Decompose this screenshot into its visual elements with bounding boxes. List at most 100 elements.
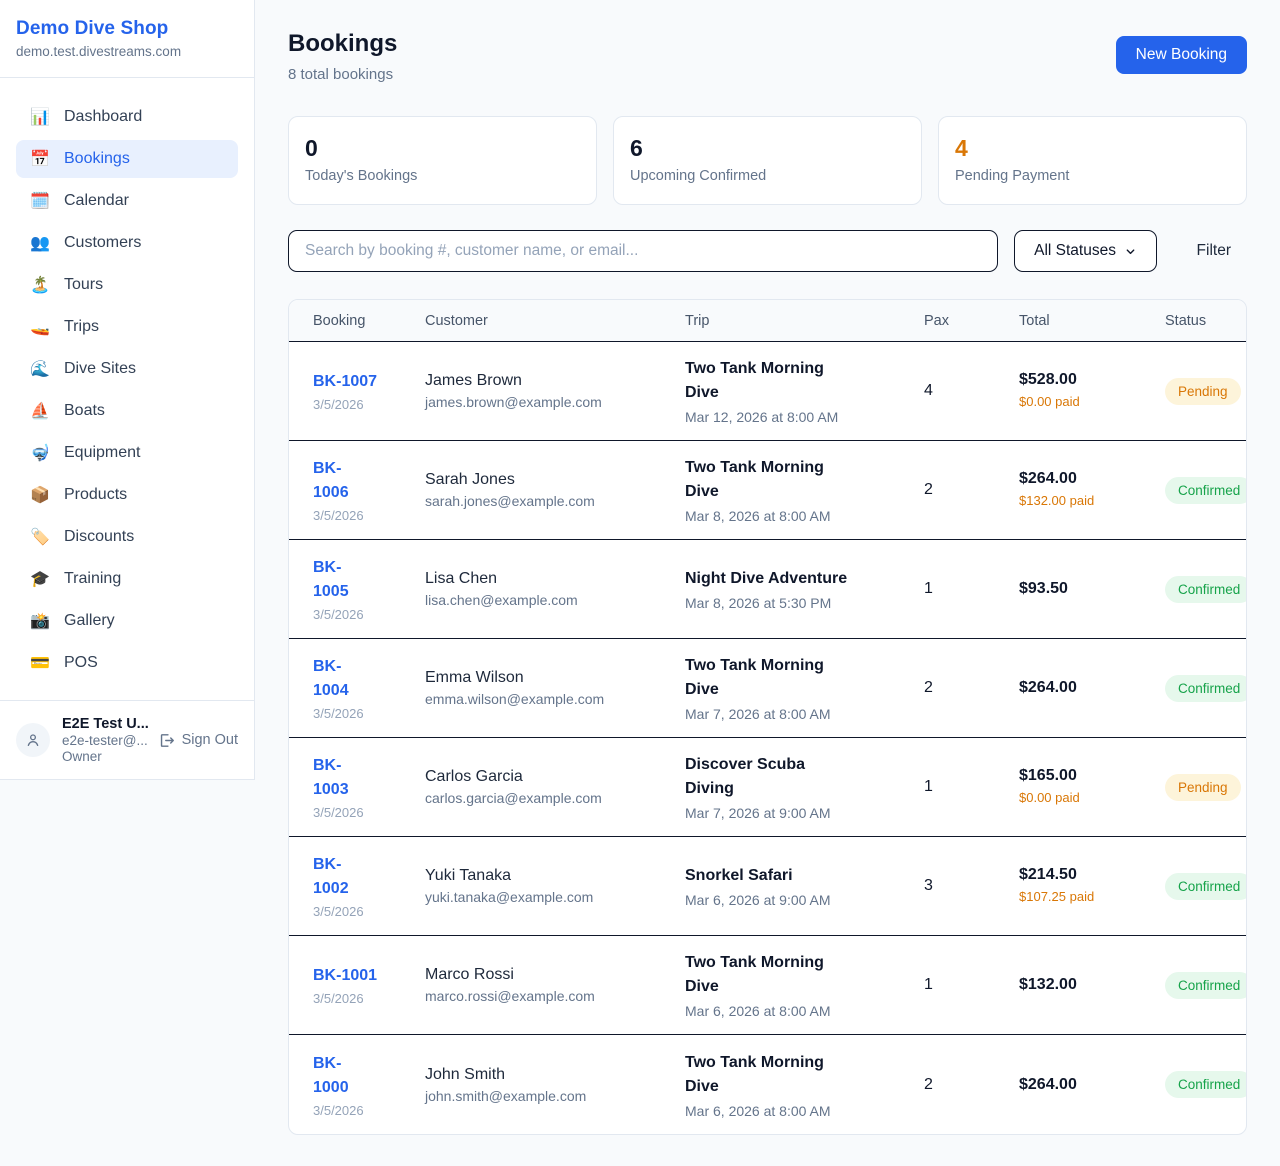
island-icon: 🏝️: [30, 277, 50, 294]
sign-out-button[interactable]: Sign Out: [158, 732, 238, 749]
customer-cell: James Brown james.brown@example.com: [425, 372, 661, 410]
total-amount: $93.50: [1019, 580, 1068, 597]
sidebar-item-label: Trips: [64, 318, 99, 335]
pax-value: 3: [924, 877, 933, 894]
avatar: [16, 723, 50, 757]
status-cell: Confirmed: [1165, 476, 1246, 504]
sidebar-item-discounts[interactable]: 🏷️ Discounts: [16, 518, 238, 556]
column-header-trip: Trip: [685, 312, 710, 329]
sailboat-icon: ⛵: [30, 403, 50, 420]
trip-cell: Two Tank Morning Dive Mar 8, 2026 at 8:0…: [685, 456, 900, 524]
customer-email: yuki.tanaka@example.com: [425, 889, 594, 905]
sidebar-item-equipment[interactable]: 🤿 Equipment: [16, 434, 238, 472]
customer-name: Emma Wilson: [425, 669, 524, 686]
sidebar-item-label: Training: [64, 570, 122, 587]
sidebar-item-training[interactable]: 🎓 Training: [16, 560, 238, 598]
sign-out-label: Sign Out: [181, 732, 238, 748]
customer-name: Lisa Chen: [425, 570, 498, 587]
new-booking-button[interactable]: New Booking: [1115, 36, 1247, 74]
trip-name: Two Tank Morning Dive: [685, 459, 824, 500]
sidebar-item-dive-sites[interactable]: 🌊 Dive Sites: [16, 350, 238, 388]
sidebar-item-gallery[interactable]: 📸 Gallery: [16, 602, 238, 640]
stat-card-todays-bookings: 0 Today's Bookings: [288, 116, 597, 205]
customer-email: sarah.jones@example.com: [425, 493, 595, 509]
customer-cell: Yuki Tanaka yuki.tanaka@example.com: [425, 867, 661, 905]
paid-amount: $107.25 paid: [1019, 888, 1095, 904]
sidebar-item-dashboard[interactable]: 📊 Dashboard: [16, 98, 238, 136]
booking-id-link[interactable]: BK-1002: [313, 856, 349, 897]
customer-email: lisa.chen@example.com: [425, 592, 578, 608]
dashboard-chart-icon: 📊: [30, 109, 50, 126]
status-select[interactable]: All Statuses: [1013, 230, 1157, 272]
main-content: Bookings 8 total bookings New Booking 0 …: [255, 0, 1280, 1166]
stat-card-pending-payment: 4 Pending Payment: [938, 116, 1247, 205]
trip-datetime: Mar 6, 2026 at 8:00 AM: [685, 1102, 831, 1119]
table-row: BK-1006 3/5/2026 Sarah Jones sarah.jones…: [289, 441, 1246, 540]
booking-cell: BK-1006 3/5/2026: [313, 457, 401, 523]
sidebar-item-bookings[interactable]: 📅 Bookings: [16, 140, 238, 178]
status-cell: Pending: [1165, 377, 1246, 405]
booking-cell: BK-1002 3/5/2026: [313, 853, 401, 919]
stat-card-upcoming-confirmed: 6 Upcoming Confirmed: [613, 116, 922, 205]
booking-date: 3/5/2026: [313, 904, 364, 919]
pax-value: 4: [924, 382, 933, 399]
trip-datetime: Mar 6, 2026 at 9:00 AM: [685, 892, 831, 908]
trip-name: Night Dive Adventure: [685, 570, 848, 587]
customer-email: carlos.garcia@example.com: [425, 790, 602, 806]
pax-value: 2: [924, 481, 933, 498]
sidebar-item-label: POS: [64, 654, 98, 671]
booking-cell: BK-1000 3/5/2026: [313, 1052, 401, 1118]
sidebar-item-label: Products: [64, 486, 128, 503]
status-select-value: All Statuses: [1034, 242, 1116, 259]
sidebar-item-tours[interactable]: 🏝️ Tours: [16, 266, 238, 304]
stats-cards: 0 Today's Bookings 6 Upcoming Confirmed …: [288, 116, 1247, 205]
total-cell: $264.00 $132.00 paid: [1019, 470, 1141, 510]
sidebar-item-label: Gallery: [64, 612, 115, 629]
sidebar-item-boats[interactable]: ⛵ Boats: [16, 392, 238, 430]
bookings-table: Booking Customer Trip Pax Total Status B…: [288, 299, 1247, 1135]
trip-datetime: Mar 7, 2026 at 9:00 AM: [685, 805, 831, 821]
search-input[interactable]: [288, 230, 998, 272]
trip-cell: Two Tank Morning Dive Mar 12, 2026 at 8:…: [685, 357, 900, 425]
sidebar: Demo Dive Shop demo.test.divestreams.com…: [0, 0, 255, 780]
trip-name: Discover Scuba Diving: [685, 756, 806, 797]
status-badge: Confirmed: [1165, 971, 1246, 999]
shop-domain: demo.test.divestreams.com: [16, 44, 182, 59]
user-meta: E2E Test U... e2e-tester@... Owner: [62, 716, 149, 764]
status-cell: Confirmed: [1165, 575, 1246, 603]
page-subtitle: 8 total bookings: [288, 66, 394, 83]
booking-id-link[interactable]: BK-1004: [313, 658, 349, 699]
sidebar-item-trips[interactable]: 🚤 Trips: [16, 308, 238, 346]
paid-amount: $0.00 paid: [1019, 393, 1080, 409]
booking-id-link[interactable]: BK-1001: [313, 967, 378, 984]
trip-datetime: Mar 12, 2026 at 8:00 AM: [685, 409, 839, 425]
trip-name: Two Tank Morning Dive: [685, 657, 824, 698]
total-cell: $93.50: [1019, 580, 1141, 598]
customer-name: Carlos Garcia: [425, 768, 523, 785]
trip-cell: Discover Scuba Diving Mar 7, 2026 at 9:0…: [685, 753, 900, 821]
status-cell: Confirmed: [1165, 971, 1246, 999]
booking-id-link[interactable]: BK-1005: [313, 559, 349, 600]
status-badge: Confirmed: [1165, 476, 1246, 504]
booking-cell: BK-1003 3/5/2026: [313, 754, 401, 820]
column-header-total: Total: [1019, 312, 1050, 329]
people-icon: 👥: [30, 235, 50, 252]
status-badge: Confirmed: [1165, 1071, 1246, 1098]
trip-name: Two Tank Morning Dive: [685, 360, 824, 401]
sidebar-item-pos[interactable]: 💳 POS: [16, 644, 238, 682]
sidebar-item-calendar[interactable]: 🗓️ Calendar: [16, 182, 238, 220]
status-badge: Confirmed: [1165, 674, 1246, 702]
booking-id-link[interactable]: BK-1000: [313, 1054, 349, 1096]
booking-id-link[interactable]: BK-1003: [313, 757, 349, 798]
booking-id-link[interactable]: BK-1007: [313, 373, 378, 390]
booking-cell: BK-1007 3/5/2026: [313, 370, 401, 412]
filter-button[interactable]: Filter: [1181, 234, 1247, 268]
stat-value: 4: [955, 135, 968, 161]
pax-value: 2: [924, 1075, 933, 1093]
table-row: BK-1000 3/5/2026 John Smith john.smith@e…: [289, 1035, 1246, 1134]
trip-cell: Two Tank Morning Dive Mar 6, 2026 at 8:0…: [685, 1051, 900, 1119]
booking-id-link[interactable]: BK-1006: [313, 460, 349, 501]
sidebar-item-products[interactable]: 📦 Products: [16, 476, 238, 514]
stat-label: Today's Bookings: [305, 168, 418, 184]
sidebar-item-customers[interactable]: 👥 Customers: [16, 224, 238, 262]
